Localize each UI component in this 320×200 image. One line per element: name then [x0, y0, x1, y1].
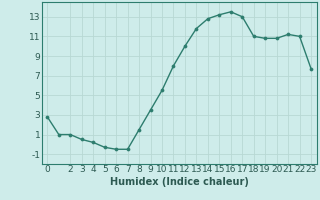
X-axis label: Humidex (Indice chaleur): Humidex (Indice chaleur): [110, 177, 249, 187]
